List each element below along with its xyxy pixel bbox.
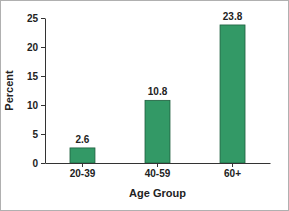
y-tick-mark [41, 47, 45, 48]
x-tick: 20-39 [70, 163, 96, 179]
frame [1, 1, 289, 211]
y-tick-label: 25 [27, 13, 39, 24]
data-labels: 2.6 10.8 23.8 [76, 11, 243, 145]
y-tick-label: 5 [32, 129, 38, 140]
bar [220, 25, 245, 163]
y-tick-label: 20 [27, 42, 39, 53]
y-tick: 20 [27, 42, 45, 53]
y-tick-mark [41, 105, 45, 106]
y-tick: 5 [32, 129, 45, 140]
bar [70, 148, 95, 163]
x-tick-mark [157, 163, 158, 167]
x-tick-label: 20-39 [70, 168, 96, 179]
x-axis-title: Age Group [129, 187, 186, 199]
bars [70, 25, 245, 163]
x-tick: 60+ [224, 163, 241, 179]
y-tick-mark [41, 163, 45, 164]
chart: 0 5 10 15 20 25 20-39 40-59 60+ 2.6 10.8 23.8 Age Gr… [0, 0, 289, 211]
y-tick: 10 [27, 100, 45, 111]
x-tick: 40-59 [145, 163, 171, 179]
y-axis: 0 5 10 15 20 25 [27, 13, 46, 169]
y-tick-mark [41, 18, 45, 19]
data-label: 10.8 [148, 86, 168, 97]
y-tick: 15 [27, 71, 45, 82]
x-axis: 20-39 40-59 60+ [46, 163, 271, 179]
x-tick-mark [82, 163, 83, 167]
y-tick: 0 [32, 158, 45, 169]
y-axis-line [45, 19, 46, 164]
bar [145, 100, 170, 163]
y-tick-mark [41, 76, 45, 77]
y-tick-label: 10 [27, 100, 39, 111]
x-tick-label: 60+ [224, 168, 241, 179]
y-tick-label: 15 [27, 71, 39, 82]
x-tick-mark [232, 163, 233, 167]
y-tick: 25 [27, 13, 45, 24]
data-label: 2.6 [76, 134, 90, 145]
y-axis-title: Percent [3, 70, 15, 111]
y-tick-mark [41, 134, 45, 135]
x-tick-label: 40-59 [145, 168, 171, 179]
y-tick-label: 0 [32, 158, 38, 169]
data-label: 23.8 [223, 11, 243, 22]
